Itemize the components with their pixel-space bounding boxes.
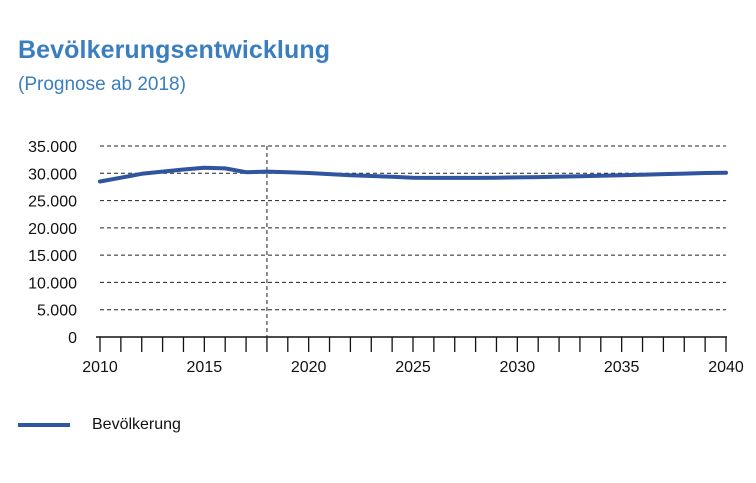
x-axis-tick-labels: 2010 2015 2020 2025 2030 2035 2040	[82, 359, 744, 376]
legend: Bevölkerung	[18, 414, 181, 436]
series-lines	[98, 165, 728, 184]
x-tick-label: 2020	[291, 359, 327, 376]
y-tick-label: 0	[68, 330, 77, 347]
y-tick-label: 25.000	[28, 194, 77, 211]
y-tick-label: 5.000	[37, 303, 77, 320]
x-tick-label: 2030	[500, 359, 536, 376]
chart-subtitle: (Prognose ab 2018)	[18, 74, 186, 95]
line-chart: 0 5.000 10.000 15.000 20.000 25.000 30.000 35.0…	[28, 139, 744, 376]
y-axis-tick-labels: 0 5.000 10.000 15.000 20.000 25.000 30.000 35.0…	[28, 139, 77, 347]
x-tick-label: 2040	[708, 359, 744, 376]
y-tick-label: 10.000	[28, 275, 77, 292]
y-tick-label: 15.000	[28, 248, 77, 265]
chart-title: Bevölkerungsentwicklung	[18, 36, 331, 64]
series-line	[98, 165, 728, 184]
y-tick-label: 20.000	[28, 221, 77, 238]
x-tick-label: 2035	[604, 359, 640, 376]
x-axis	[96, 336, 727, 352]
legend-swatch	[18, 423, 70, 427]
x-tick-label: 2015	[187, 359, 223, 376]
x-tick-label: 2025	[395, 359, 431, 376]
y-tick-label: 35.000	[28, 139, 77, 156]
y-tick-label: 30.000	[28, 166, 77, 183]
legend-label: Bevölkerung	[92, 416, 181, 433]
x-tick-label: 2010	[82, 359, 118, 376]
